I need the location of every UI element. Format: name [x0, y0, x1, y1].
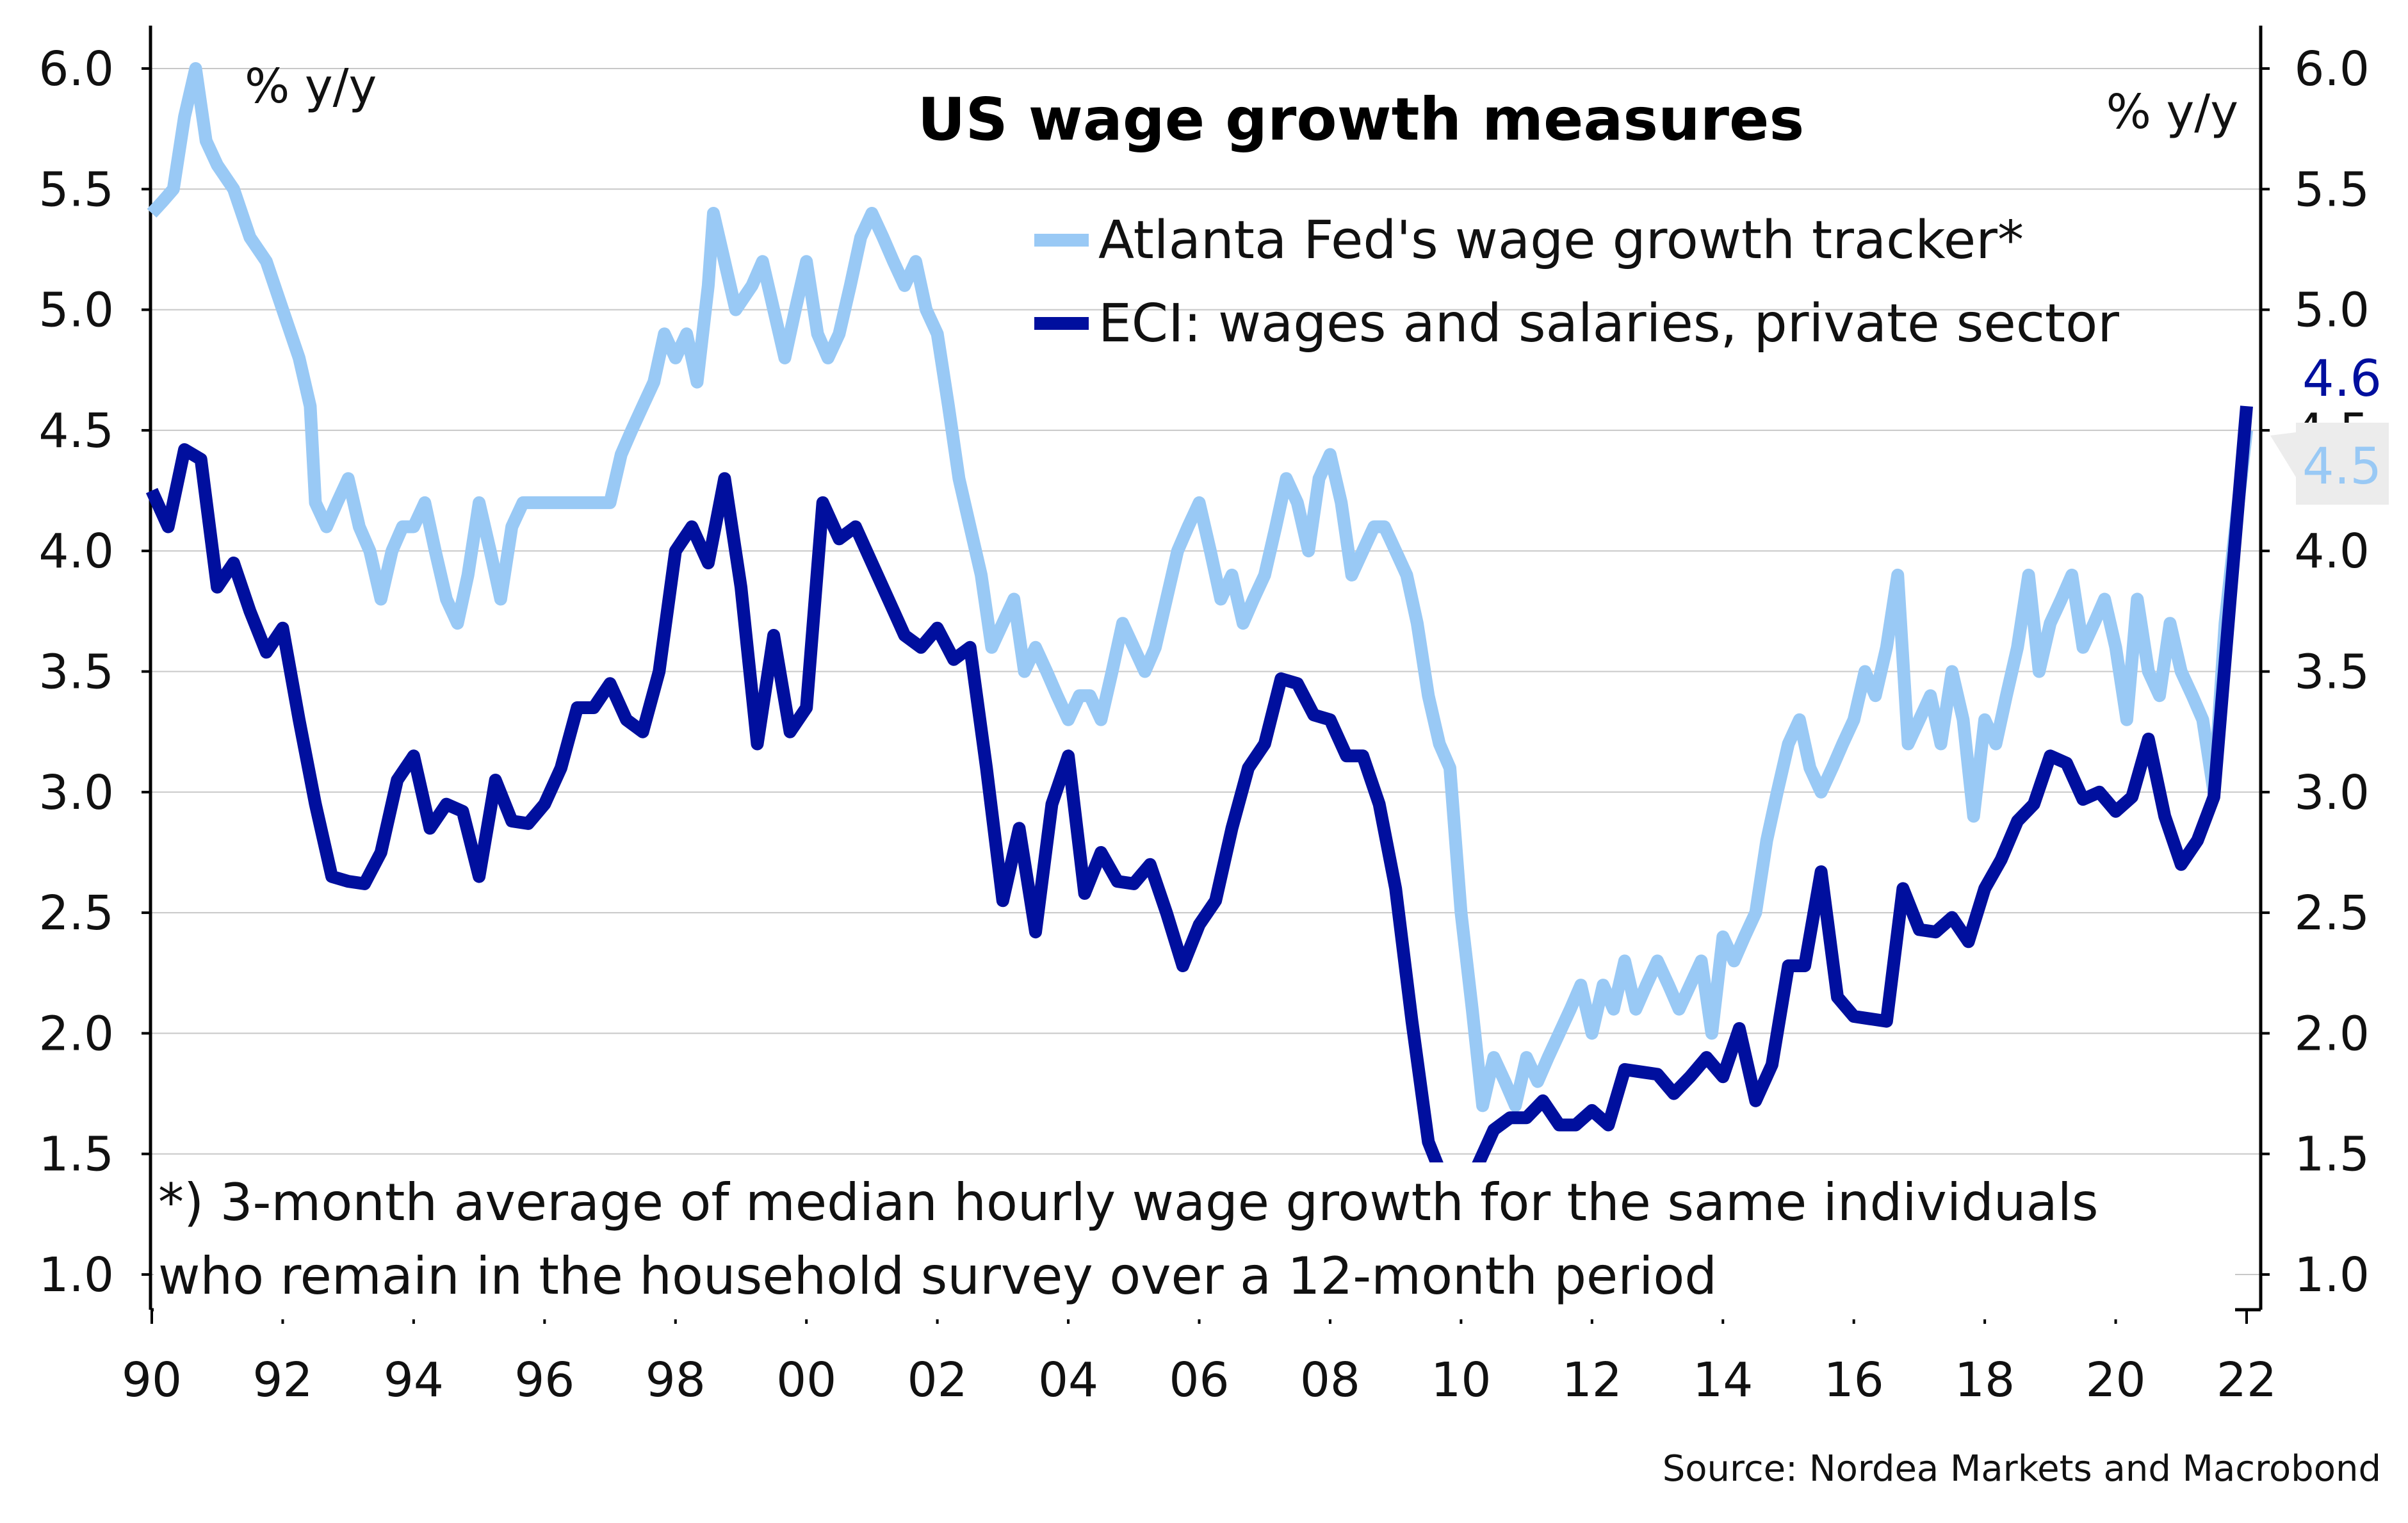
left-tick-label: 5.5 — [38, 162, 114, 217]
footnote-line-1: *) 3-month average of median hourly wage… — [158, 1173, 2099, 1232]
right-tick-label: 1.0 — [2294, 1248, 2370, 1303]
legend-label-eci: ECI: wages and salaries, private sector — [1098, 293, 2119, 354]
x-tick-label: 18 — [1955, 1353, 2015, 1408]
right-unit-label: % y/y — [2106, 85, 2238, 140]
left-tick-label: 2.0 — [38, 1006, 114, 1061]
x-tick-label: 96 — [514, 1353, 574, 1408]
end-label-eci: 4.6 — [2302, 350, 2382, 408]
left-tick-label: 4.5 — [38, 403, 114, 459]
footnote-line-2: who remain in the household survey over … — [158, 1246, 1717, 1306]
source-note: Source: Nordea Markets and Macrobond — [1663, 1448, 2381, 1490]
x-tick-label: 94 — [384, 1353, 444, 1408]
right-tick-label: 4.0 — [2294, 524, 2370, 579]
end-label-pointer — [2270, 432, 2296, 477]
x-tick-label: 90 — [122, 1353, 182, 1408]
x-tick-label: 98 — [646, 1353, 706, 1408]
left-tick-label: 4.0 — [38, 524, 114, 579]
left-tick-label: 1.5 — [38, 1127, 114, 1182]
right-y-axis-tick-labels: 6.05.55.04.54.03.53.02.52.01.51.0 — [2294, 42, 2370, 1303]
left-tick-label: 5.0 — [38, 283, 114, 338]
x-tick-label: 08 — [1300, 1353, 1360, 1408]
right-tick-label: 5.5 — [2294, 162, 2370, 217]
x-tick-label: 10 — [1431, 1353, 1491, 1408]
right-tick-label: 3.5 — [2294, 645, 2370, 700]
x-tick-label: 92 — [252, 1353, 313, 1408]
left-tick-label: 2.5 — [38, 886, 114, 941]
chart-title: US wage growth measures — [918, 85, 1804, 154]
right-tick-label: 2.0 — [2294, 1006, 2370, 1061]
eci-wages-salaries-line — [145, 405, 2253, 1189]
right-tick-label: 6.0 — [2294, 42, 2370, 97]
legend-label-atlanta: Atlanta Fed's wage growth tracker* — [1098, 210, 2024, 271]
x-tick-label: 20 — [2085, 1353, 2145, 1408]
x-tick-label: 14 — [1693, 1353, 1753, 1408]
right-tick-label: 5.0 — [2294, 283, 2370, 338]
left-tick-label: 3.0 — [38, 765, 114, 820]
right-tick-label: 1.5 — [2294, 1127, 2370, 1182]
left-tick-label: 3.5 — [38, 645, 114, 700]
x-tick-label: 16 — [1824, 1353, 1884, 1408]
x-tick-label: 04 — [1038, 1353, 1098, 1408]
right-tick-label: 2.5 — [2294, 886, 2370, 941]
left-y-axis-tick-labels: 6.0 5.5 5.0 4.5 4.0 3.5 3.0 2.5 2.0 1.5 1.0 — [38, 42, 114, 1303]
footnote-backdrop — [154, 1162, 2235, 1319]
x-tick-label: 12 — [1562, 1353, 1622, 1408]
x-axis-tick-labels: 90 92 94 96 98 00 02 04 06 08 10 12 14 16 18 20 22 — [122, 1353, 2277, 1408]
end-label-backdrop — [2296, 423, 2389, 505]
left-tick-label: 1.0 — [38, 1248, 114, 1303]
x-tick-label: 22 — [2217, 1353, 2277, 1408]
x-tick-label: 02 — [907, 1353, 968, 1408]
left-tick-label: 6.0 — [38, 42, 114, 97]
left-unit-label: % y/y — [245, 59, 377, 114]
end-label-atlanta: 4.5 — [2302, 438, 2382, 496]
x-tick-label: 00 — [776, 1353, 836, 1408]
series-lines — [145, 62, 2253, 1189]
legend: Atlanta Fed's wage growth tracker* ECI: … — [1034, 210, 2119, 354]
right-tick-label: 3.0 — [2294, 765, 2370, 820]
atlanta-fed-wage-tracker-line — [147, 62, 2253, 1112]
x-tick-label: 06 — [1169, 1353, 1229, 1408]
